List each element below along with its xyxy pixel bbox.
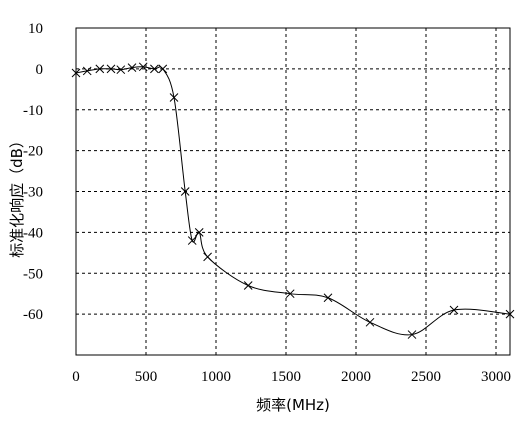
marker-stroke — [194, 228, 204, 237]
y-axis-ticks: 10 0 -10 -20 -30 -40 -50 -60 — [23, 21, 43, 323]
data-point-marker — [82, 66, 92, 76]
marker-stroke — [203, 252, 212, 262]
y-tick-label: -20 — [23, 144, 43, 160]
data-point-marker — [365, 317, 375, 327]
data-point-marker — [180, 187, 190, 196]
x-axis-title: 频率(MHz) — [256, 396, 330, 414]
marker-stroke — [82, 66, 92, 76]
marker-stroke — [138, 62, 148, 72]
data-point-marker — [150, 64, 159, 74]
data-point-marker — [323, 293, 333, 303]
data-point-marker — [505, 309, 515, 319]
y-axis-title: 标准化响应（dB） — [8, 133, 26, 258]
marker-stroke — [407, 330, 417, 339]
marker-stroke — [243, 281, 253, 290]
marker-stroke — [71, 68, 81, 78]
marker-stroke — [449, 305, 459, 315]
x-tick-label: 500 — [135, 369, 158, 385]
data-point-marker — [169, 93, 179, 102]
y-tick-label: -50 — [23, 266, 43, 282]
marker-stroke — [116, 65, 126, 75]
x-axis-ticks: 0 500 1000 1500 2000 2500 3000 — [72, 369, 511, 385]
data-point-marker — [116, 65, 126, 75]
marker-stroke — [127, 63, 137, 73]
marker-stroke — [180, 187, 190, 196]
marker-stroke — [285, 289, 295, 299]
data-point-marker — [138, 62, 148, 72]
data-point-marker — [203, 252, 212, 262]
y-tick-label: -10 — [23, 103, 43, 119]
marker-stroke — [187, 236, 197, 245]
y-tick-label: -40 — [23, 225, 43, 241]
y-tick-label: 10 — [28, 21, 43, 37]
marker-stroke — [169, 93, 179, 102]
x-tick-label: 1000 — [201, 369, 231, 385]
marker-stroke — [150, 64, 159, 74]
data-point-marker — [71, 68, 81, 78]
data-point-marker — [187, 236, 197, 245]
marker-stroke — [106, 64, 116, 74]
data-point-marker — [106, 64, 116, 74]
x-tick-label: 1500 — [271, 369, 301, 385]
data-point-marker — [243, 281, 253, 290]
data-point-marker — [194, 228, 204, 237]
data-point-marker — [158, 64, 168, 74]
plot-area-frame — [75, 27, 511, 356]
marker-stroke — [95, 64, 105, 74]
x-tick-label: 3000 — [481, 369, 511, 385]
marker-stroke — [365, 317, 375, 327]
marker-stroke — [158, 64, 168, 74]
x-tick-label: 2500 — [411, 369, 441, 385]
data-point-marker — [449, 305, 459, 315]
y-tick-label: -30 — [23, 185, 43, 201]
data-point-marker — [407, 330, 417, 339]
response-curve — [75, 66, 511, 336]
data-point-marker — [285, 289, 295, 299]
y-tick-label: -60 — [23, 307, 43, 323]
data-markers — [71, 62, 515, 339]
grid-lines — [76, 28, 510, 355]
x-tick-label: 2000 — [341, 369, 371, 385]
x-tick-label: 0 — [72, 369, 80, 385]
y-tick-label: 0 — [36, 62, 44, 78]
data-point-marker — [95, 64, 105, 74]
marker-stroke — [505, 309, 515, 319]
marker-stroke — [323, 293, 333, 303]
data-point-marker — [127, 63, 137, 73]
